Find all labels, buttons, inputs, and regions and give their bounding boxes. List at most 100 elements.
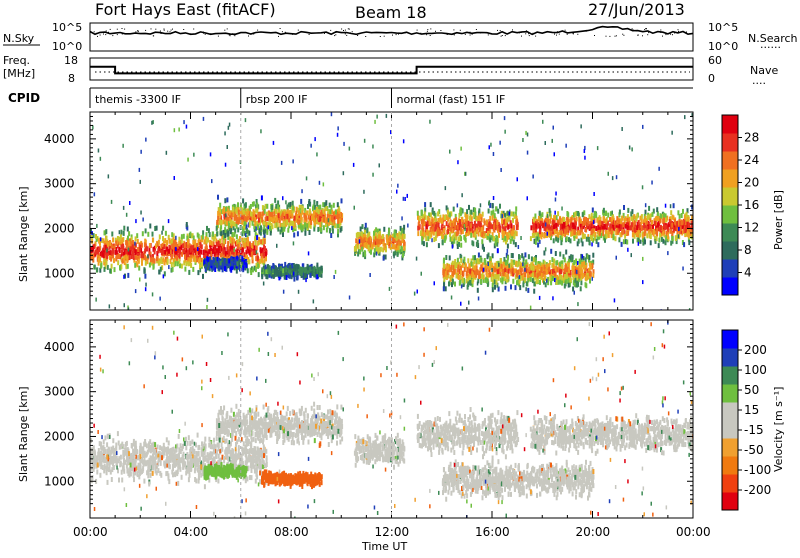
range-cell [252,221,254,226]
range-cell [495,268,497,273]
range-cell [520,269,522,274]
range-cell [624,234,626,239]
range-cell [587,254,589,259]
range-cell [234,265,236,270]
range-cell [182,243,184,248]
range-cell [128,241,130,246]
range-cell [548,224,550,229]
range-cell [401,247,403,252]
range-cell [481,232,483,237]
range-cell [576,281,578,286]
range-cell [252,241,254,246]
range-cell [120,230,122,235]
range-cell [592,228,594,233]
range-cell [181,234,183,239]
range-cell [278,213,280,218]
range-cell [257,225,259,230]
range-cell [278,267,280,272]
range-cell [107,265,109,270]
range-cell [249,250,251,255]
range-cell [264,246,266,251]
range-cell [560,230,562,235]
range-cell [548,267,550,272]
range-cell [246,211,248,216]
range-cell [388,228,390,233]
range-cell [481,239,483,244]
noise-dot [505,35,506,36]
range-cell [654,221,656,226]
range-cell [519,279,521,284]
range-cell [304,275,306,280]
range-cell [478,208,480,213]
range-cell [501,229,503,234]
range-cell [566,236,568,241]
noise-dot [405,33,406,34]
range-cell [137,247,139,252]
range-cell [266,204,268,209]
range-cell [317,227,319,232]
range-cell [603,216,605,221]
noise-dot [512,29,513,30]
noise-dot [573,33,574,34]
range-cell [526,281,528,286]
range-cell [325,200,327,205]
range-cell [672,215,674,220]
range-cell [337,229,339,234]
noise-dot [476,29,477,30]
range-cell [469,216,471,221]
range-cell [497,248,499,253]
range-cell [639,225,641,230]
range-cell [450,265,452,270]
range-cell [433,211,435,216]
range-cell [106,253,108,258]
range-cell [326,206,328,211]
range-cell [310,220,312,225]
range-cell [453,239,455,244]
range-cell [505,272,507,277]
range-cell [181,264,183,269]
noise-dot [170,31,171,32]
range-cell [441,225,443,230]
range-cell [432,227,434,232]
nsearch-dots: ...... [760,38,781,51]
range-cell [261,267,263,272]
range-cell [493,236,495,241]
noise-dot [622,34,623,35]
range-cell [127,227,129,232]
range-cell [313,272,315,277]
noise-dot [210,33,211,34]
range-cell [244,238,246,243]
range-cell [594,232,596,237]
range-cell [484,260,486,265]
range-cell [331,216,333,221]
range-cell [578,239,580,244]
range-cell [453,270,455,275]
range-cell [319,222,321,227]
range-cell [247,242,249,247]
noise-dot [551,32,552,33]
noise-dot [153,35,154,36]
range-cell [283,221,285,226]
range-cell [580,280,582,285]
range-cell [273,216,275,221]
range-cell [602,231,604,236]
range-cell [231,213,233,218]
range-cell [524,252,526,257]
range-cell [691,225,693,230]
range-cell [149,263,151,268]
range-cell [300,214,302,219]
noise-dot [160,31,161,32]
noise-dot [606,36,607,37]
range-cell [531,256,533,261]
noise-dot [565,30,566,31]
range-cell [489,238,491,243]
range-cell [669,219,671,224]
range-cell [462,271,464,276]
range-cell [135,255,137,260]
range-cell [162,236,164,241]
range-cell [219,208,221,213]
range-cell [460,270,462,275]
noise-dot [164,29,165,30]
range-cell [128,231,130,236]
